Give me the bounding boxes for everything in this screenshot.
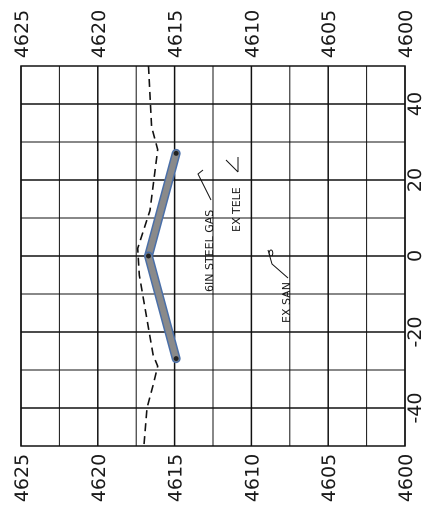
pipe-segment xyxy=(145,253,180,362)
annotation-gas-label: 6IN STEEL GAS xyxy=(203,210,216,292)
annotation-tele-leader xyxy=(225,157,239,173)
elevation-tick-label-bottom: 4620 xyxy=(88,454,110,502)
elevation-tick-label-bottom: 4625 xyxy=(11,454,33,502)
station-tick-label: 0 xyxy=(404,250,423,262)
plot-frame xyxy=(20,65,406,447)
pipe-vertex xyxy=(173,150,179,156)
elevation-labels-bottom: 4625 4620 4615 4610 4605 4600 xyxy=(11,454,417,502)
pipe-segment xyxy=(145,150,180,259)
pipe-vertex xyxy=(173,356,179,362)
station-tick-label: 40 xyxy=(404,92,423,116)
elevation-labels-top: 4625 4620 4615 4610 4605 4600 xyxy=(11,10,417,58)
elevation-tick-label-top: 4610 xyxy=(241,10,263,58)
annotation-gas: 6IN STEEL GAS xyxy=(197,169,216,292)
annotation-san-leader xyxy=(267,249,289,279)
elevation-tick-label-bottom: 4615 xyxy=(165,454,187,502)
elevation-tick-label-bottom: 4610 xyxy=(241,454,263,502)
gas-pipe xyxy=(143,148,181,364)
station-tick-label: -20 xyxy=(404,316,423,347)
station-tick-label: 20 xyxy=(404,168,423,192)
elevation-tick-label-top: 4605 xyxy=(318,10,340,58)
annotation-san: EX SAN xyxy=(267,249,293,323)
elevation-tick-label-top: 4625 xyxy=(11,10,33,58)
annotation-tele-label: EX TELE xyxy=(230,187,243,232)
elevation-tick-label-top: 4600 xyxy=(395,10,417,58)
station-labels-right: 40 20 0 -20 -40 xyxy=(404,92,423,424)
elevation-tick-label-bottom: 4600 xyxy=(395,454,417,502)
pipe-vertex xyxy=(145,253,151,259)
annotation-tele: EX TELE xyxy=(225,157,243,232)
station-tick-label: -40 xyxy=(404,392,423,423)
annotation-gas-leader xyxy=(197,169,212,201)
annotation-san-marker xyxy=(268,249,274,257)
annotation-san-label: EX SAN xyxy=(280,282,293,323)
elevation-tick-label-top: 4620 xyxy=(88,10,110,58)
existing-ground-line xyxy=(136,65,159,447)
elevation-tick-label-bottom: 4605 xyxy=(318,454,340,502)
elevation-tick-label-top: 4615 xyxy=(165,10,187,58)
